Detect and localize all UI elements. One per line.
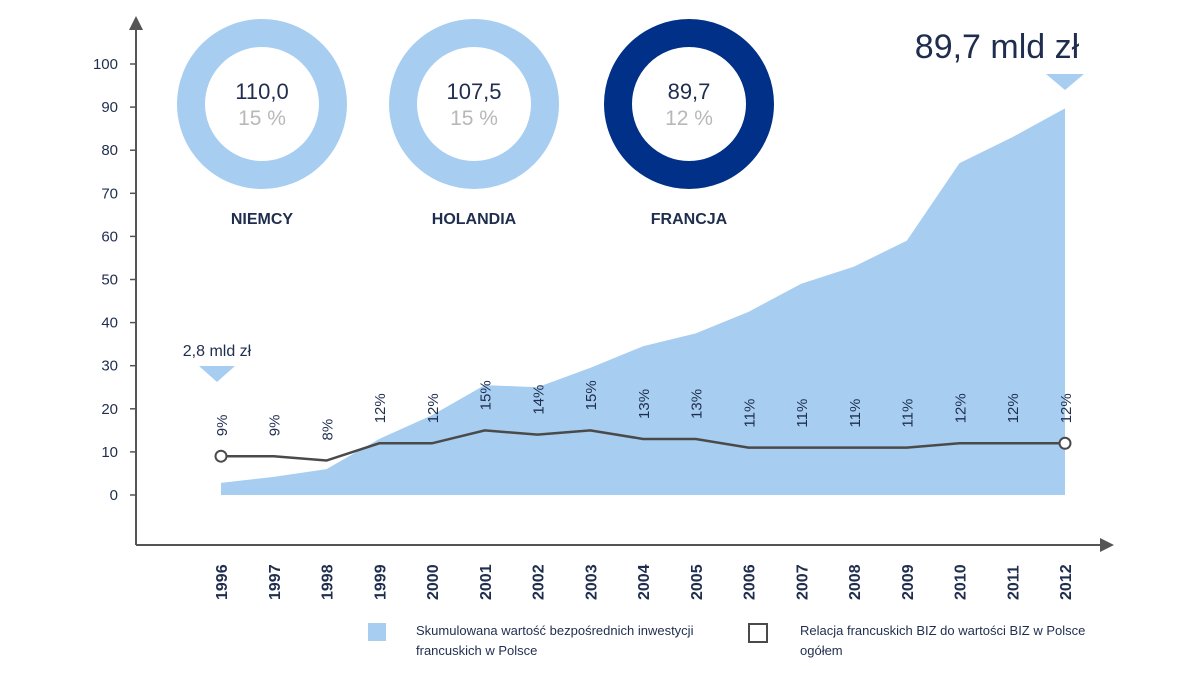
- donut-ring: [389, 19, 559, 189]
- percent-label: 11%: [742, 399, 759, 428]
- percent-label: 13%: [689, 389, 706, 419]
- donut-value: 110,0: [235, 79, 288, 104]
- x-axis-arrow: [1100, 538, 1114, 552]
- y-axis-arrow: [129, 16, 143, 30]
- donut-share: 15 %: [238, 107, 286, 130]
- x-tick-label: 1998: [320, 564, 337, 600]
- donut-francja: 89,7 12 % FRANCJA: [604, 19, 774, 228]
- donut-niemcy: 110,0 15 % NIEMCY: [177, 19, 347, 228]
- percent-label: 12%: [372, 393, 389, 423]
- y-tick-label: 80: [101, 142, 118, 159]
- y-tick-label: 70: [101, 185, 118, 202]
- line-endpoint-marker: [1058, 436, 1072, 450]
- legend-line-swatch: [748, 623, 768, 643]
- percent-label: 9%: [214, 415, 231, 437]
- y-tick-label: 100: [93, 56, 118, 73]
- x-tick-label: 2002: [531, 564, 548, 600]
- percent-label: 11%: [900, 399, 917, 428]
- percent-labels: 9% 9% 8% 12% 12% 15% 14% 15% 13% 13% 11% 11% 11% 11% 1…: [214, 380, 1075, 440]
- percent-label: 12%: [425, 393, 442, 423]
- y-tick-label: 90: [101, 99, 118, 116]
- donut-holandia: 107,5 15 % HOLANDIA: [389, 19, 559, 228]
- percent-label: 12%: [953, 393, 970, 423]
- donut-value: 107,5: [446, 79, 501, 104]
- donut-ring: [604, 19, 774, 189]
- y-ticks: 0 10 20 30 40 50 60 70 80 90 100: [93, 56, 136, 504]
- area-series-fill: [221, 108, 1065, 495]
- donut-share: 12 %: [665, 107, 713, 130]
- y-tick-label: 10: [101, 444, 118, 461]
- donut-value: 89,7: [668, 79, 711, 104]
- donut-label: HOLANDIA: [432, 211, 517, 228]
- percent-label: 15%: [583, 380, 600, 410]
- percent-label: 14%: [531, 385, 548, 415]
- donut-label: FRANCJA: [651, 211, 728, 228]
- donut-ring: [177, 19, 347, 189]
- x-tick-label: 1997: [267, 564, 284, 600]
- end-annotation: 89,7 mld zł: [915, 28, 1080, 66]
- line-series: [214, 429, 1072, 463]
- x-tick-label: 2010: [953, 564, 970, 600]
- y-tick-label: 50: [101, 272, 118, 289]
- percent-label: 11%: [847, 399, 864, 428]
- x-tick-label: 2008: [847, 564, 864, 600]
- x-tick-label: 1996: [214, 564, 231, 600]
- percent-label: 8%: [320, 419, 337, 441]
- area-series: [221, 108, 1065, 495]
- percent-label: 15%: [478, 380, 495, 410]
- line-endpoint-marker: [214, 449, 228, 463]
- percent-label: 13%: [636, 389, 653, 419]
- y-tick-label: 40: [101, 315, 118, 332]
- x-tick-label: 2006: [742, 564, 759, 600]
- x-tick-label: 1999: [372, 564, 389, 600]
- y-tick-label: 30: [101, 358, 118, 375]
- y-tick-label: 20: [101, 401, 118, 418]
- x-tick-label: 2007: [794, 564, 811, 600]
- x-tick-label: 2004: [636, 564, 653, 600]
- donut-label: NIEMCY: [231, 211, 294, 228]
- percent-label: 12%: [1005, 393, 1022, 423]
- start-marker-triangle: [199, 366, 235, 382]
- y-tick-label: 60: [101, 228, 118, 245]
- legend-area-swatch: [368, 623, 386, 641]
- percent-label: 11%: [794, 399, 811, 428]
- x-tick-label: 2011: [1005, 565, 1022, 600]
- x-tick-label: 2001: [478, 564, 495, 600]
- y-tick-label: 0: [110, 487, 118, 504]
- x-tick-label: 2000: [425, 564, 442, 600]
- donuts: 110,0 15 % NIEMCY 107,5 15 % HOLANDIA 89,7 12 %…: [177, 19, 774, 228]
- x-tick-label: 2003: [583, 564, 600, 600]
- x-tick-label: 2005: [689, 564, 706, 600]
- x-tick-label: 2009: [900, 564, 917, 600]
- legend-line-label: Relacja francuskich BIZ do wartości BIZ …: [800, 623, 1086, 658]
- start-annotation: 2,8 mld zł: [183, 343, 252, 360]
- percent-label: 12%: [1058, 393, 1075, 423]
- end-marker-triangle: [1046, 74, 1084, 90]
- line-series-path: [221, 429, 1065, 462]
- legend-area-label: Skumulowana wartość bezpośrednich inwest…: [416, 623, 694, 658]
- donut-share: 15 %: [450, 107, 498, 130]
- x-tick-label: 2012: [1058, 564, 1075, 600]
- x-ticks: 1996 1997 1998 1999 2000 2001 2002 2003 2004 2005…: [214, 564, 1075, 600]
- percent-label: 9%: [267, 415, 284, 437]
